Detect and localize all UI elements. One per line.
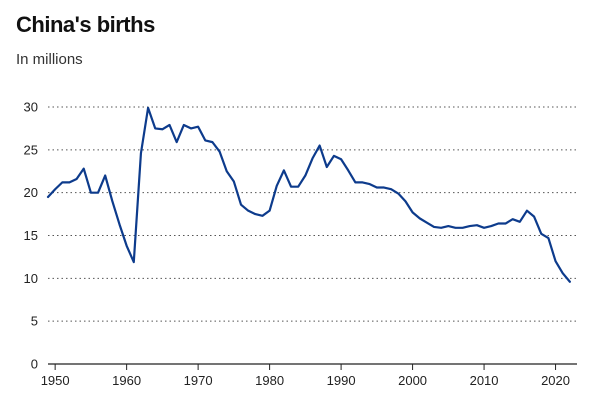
x-tick-label: 1950 xyxy=(41,373,70,388)
x-tick-label: 1990 xyxy=(327,373,356,388)
x-tick-label: 2000 xyxy=(398,373,427,388)
x-tick-label: 1970 xyxy=(184,373,213,388)
y-tick-label: 10 xyxy=(24,271,38,286)
x-tick-label: 1980 xyxy=(255,373,284,388)
gridlines xyxy=(48,106,577,365)
y-tick-label: 30 xyxy=(24,100,38,115)
y-tick-label: 20 xyxy=(24,185,38,200)
y-axis-labels: 0 5 10 15 20 25 30 xyxy=(24,100,38,372)
chart-title: China's births xyxy=(16,12,155,37)
y-tick-label: 25 xyxy=(24,142,38,157)
x-axis-labels: 1950 1960 1970 1980 1990 2000 2010 2020 xyxy=(41,364,570,388)
chart-subtitle: In millions xyxy=(16,51,83,68)
x-tick-label: 2010 xyxy=(470,373,499,388)
y-tick-label: 15 xyxy=(24,228,38,243)
y-tick-label: 5 xyxy=(31,314,38,329)
x-tick-label: 1960 xyxy=(112,373,141,388)
births-series-line xyxy=(46,106,571,283)
series-layer xyxy=(46,106,571,283)
y-tick-label: 0 xyxy=(31,357,38,372)
x-tick-label: 2020 xyxy=(541,373,570,388)
